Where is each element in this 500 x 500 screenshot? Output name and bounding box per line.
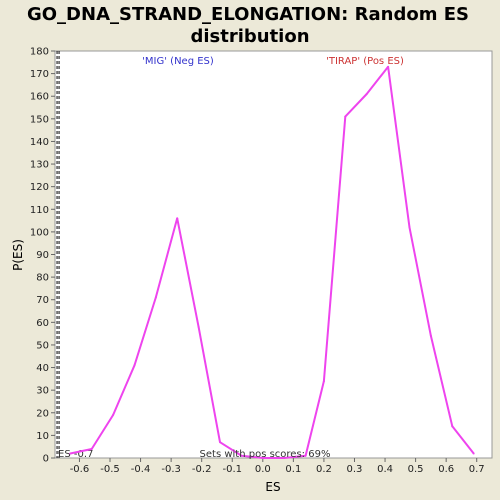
y-tick-label: 130 — [30, 160, 49, 171]
y-axis-label: P(ES) — [11, 239, 25, 271]
x-tick-label: -0.4 — [131, 464, 151, 475]
x-tick-label: 0.2 — [316, 464, 332, 475]
x-tick-label: 0.7 — [469, 464, 485, 475]
data-point — [176, 217, 179, 220]
x-tick-label: 0.5 — [408, 464, 424, 475]
y-tick-label: 50 — [36, 340, 49, 351]
y-tick-label: 140 — [30, 137, 49, 148]
data-point — [387, 65, 390, 68]
y-tick-label: 70 — [36, 295, 49, 306]
series-line — [70, 65, 475, 459]
x-tick-label: -0.2 — [192, 464, 212, 475]
y-tick-label: 100 — [30, 227, 49, 238]
x-tick-label: -0.1 — [222, 464, 242, 475]
data-point — [304, 454, 307, 457]
neg-es-annotation: 'MIG' (Neg ES) — [142, 56, 214, 67]
y-tick-label: 160 — [30, 92, 49, 103]
data-point — [344, 115, 347, 118]
data-point — [90, 447, 93, 450]
x-tick-label: 0.0 — [255, 464, 271, 475]
y-tick-label: 0 — [43, 454, 49, 465]
data-point — [219, 441, 222, 444]
es-marker: ES -0.7 — [56, 51, 93, 460]
data-point — [133, 364, 136, 367]
x-axis: -0.6 -0.5 -0.4 -0.3 -0.2 -0.1 0.0 0.1 0.2 0.3 0.4 0… — [70, 458, 485, 475]
y-tick-label: 60 — [36, 318, 49, 329]
series-group — [69, 65, 475, 459]
x-axis-label: ES — [265, 480, 280, 494]
data-point — [283, 457, 286, 459]
data-point — [197, 325, 200, 328]
x-tick-label: -0.5 — [100, 464, 120, 475]
y-tick-label: 150 — [30, 114, 49, 125]
pos-scores-annotation: Sets with pos scores: 69% — [200, 449, 331, 460]
y-tick-label: 90 — [36, 250, 49, 261]
data-point — [451, 425, 454, 428]
y-tick-label: 120 — [30, 182, 49, 193]
data-point — [69, 452, 72, 455]
y-tick-label: 110 — [30, 205, 49, 216]
y-tick-label: 20 — [36, 408, 49, 419]
chart-title-line-1: GO_DNA_STRAND_ELONGATION: Random ES — [27, 4, 469, 25]
data-point — [429, 334, 432, 337]
y-tick-label: 10 — [36, 431, 49, 442]
data-point — [322, 380, 325, 383]
data-point — [365, 92, 368, 95]
data-point — [240, 454, 243, 457]
y-tick-label: 180 — [30, 47, 49, 58]
plot-area — [54, 50, 493, 459]
x-tick-label: 0.4 — [377, 464, 393, 475]
data-point — [261, 457, 264, 459]
data-point — [112, 414, 115, 417]
y-tick-label: 40 — [36, 363, 49, 374]
x-tick-label: 0.1 — [285, 464, 301, 475]
chart-title-line-2: distribution — [190, 26, 309, 47]
x-tick-label: 0.6 — [438, 464, 454, 475]
data-point — [154, 296, 157, 299]
y-axis: 0 10 20 30 40 50 60 70 80 90 100 110 120 130 140 150 160… — [30, 47, 55, 465]
pos-es-annotation: 'TIRAP' (Pos ES) — [326, 56, 404, 67]
y-tick-label: 80 — [36, 273, 49, 284]
es-marker-label: ES -0.7 — [58, 449, 93, 460]
data-point — [472, 452, 475, 455]
x-tick-label: -0.3 — [161, 464, 181, 475]
y-tick-label: 30 — [36, 386, 49, 397]
x-tick-label: 0.3 — [347, 464, 363, 475]
x-tick-label: -0.6 — [70, 464, 90, 475]
data-point — [408, 226, 411, 229]
y-tick-label: 170 — [30, 69, 49, 80]
